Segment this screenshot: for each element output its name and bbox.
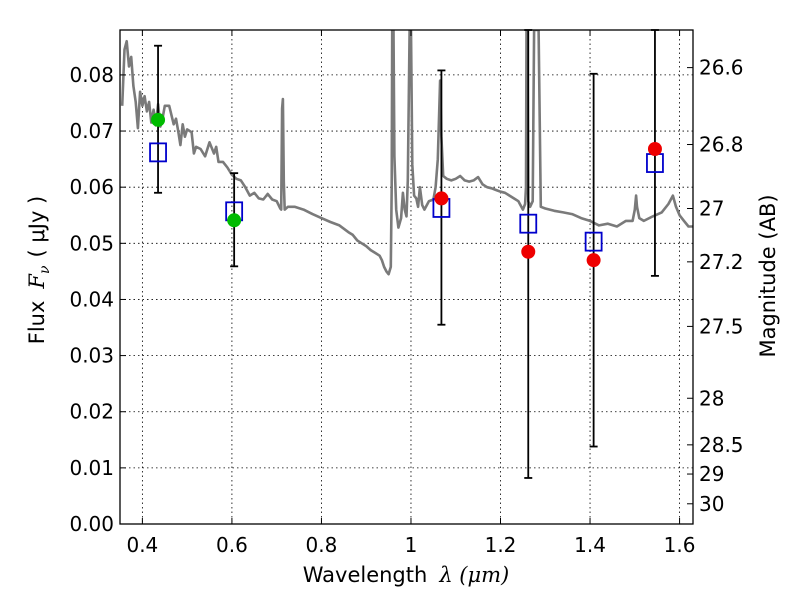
x-tick-label: 0.4 [126,533,158,557]
y2-tick-label: 27 [699,197,724,221]
y2-tick-label: 26.6 [699,56,744,80]
x-tick-label: 0.6 [216,533,248,557]
detection-point [586,253,601,268]
x-tick-label: 1.2 [485,533,517,557]
y-tick-label: 0.07 [69,119,114,143]
y2-tick-label: 28.5 [699,433,744,457]
x-tick-label: 1.4 [574,533,606,557]
y2-tick-label: 26.8 [699,133,744,157]
y2-tick-label: 28 [699,386,724,410]
y2-tick-label: 30 [699,492,724,516]
error-bars [154,29,659,479]
y-tick-label: 0.01 [69,456,114,480]
y2-tick-label: 27.2 [699,250,744,274]
plot-area [120,30,693,276]
model-photometry-square [584,231,603,252]
detection-point [151,112,166,127]
y-tick-label: 0.04 [69,287,114,311]
y-tick-label: 0.05 [69,231,114,255]
detection-point [521,244,536,259]
x-tick-label: 1 [405,533,418,557]
data-markers [149,112,664,268]
grid-lines [120,30,693,525]
y2-axis-title: Magnitude (AB) [756,194,780,357]
plot-frame [119,29,694,525]
x-tick-label: 0.8 [306,533,338,557]
y-tick-label: 0.08 [69,63,114,87]
y-axis-title: FluxFν( μJy ) [25,196,53,344]
model-photometry-square [149,142,167,163]
model-photometry-square [519,213,538,234]
y-tick-label: 0.02 [69,400,114,424]
detection-point [434,191,449,206]
y-tick-label: 0.06 [69,175,114,199]
model-spectrum-line [120,30,693,276]
y-tick-label: 0.00 [69,512,114,536]
detection-point [227,213,242,228]
detection-point [647,142,662,157]
y-tick-label: 0.03 [69,344,114,368]
x-tick-label: 1.6 [664,533,696,557]
x-axis-title: Wavelength λ (μm) [303,563,510,587]
y2-tick-label: 27.5 [699,314,744,338]
axis-ticks: 0.4 0.6 0.8 1 1.2 1.4 1.6 0.00 0.01 0.02 0.03 0.04 0… [69,30,744,557]
y2-tick-label: 29 [699,462,724,486]
